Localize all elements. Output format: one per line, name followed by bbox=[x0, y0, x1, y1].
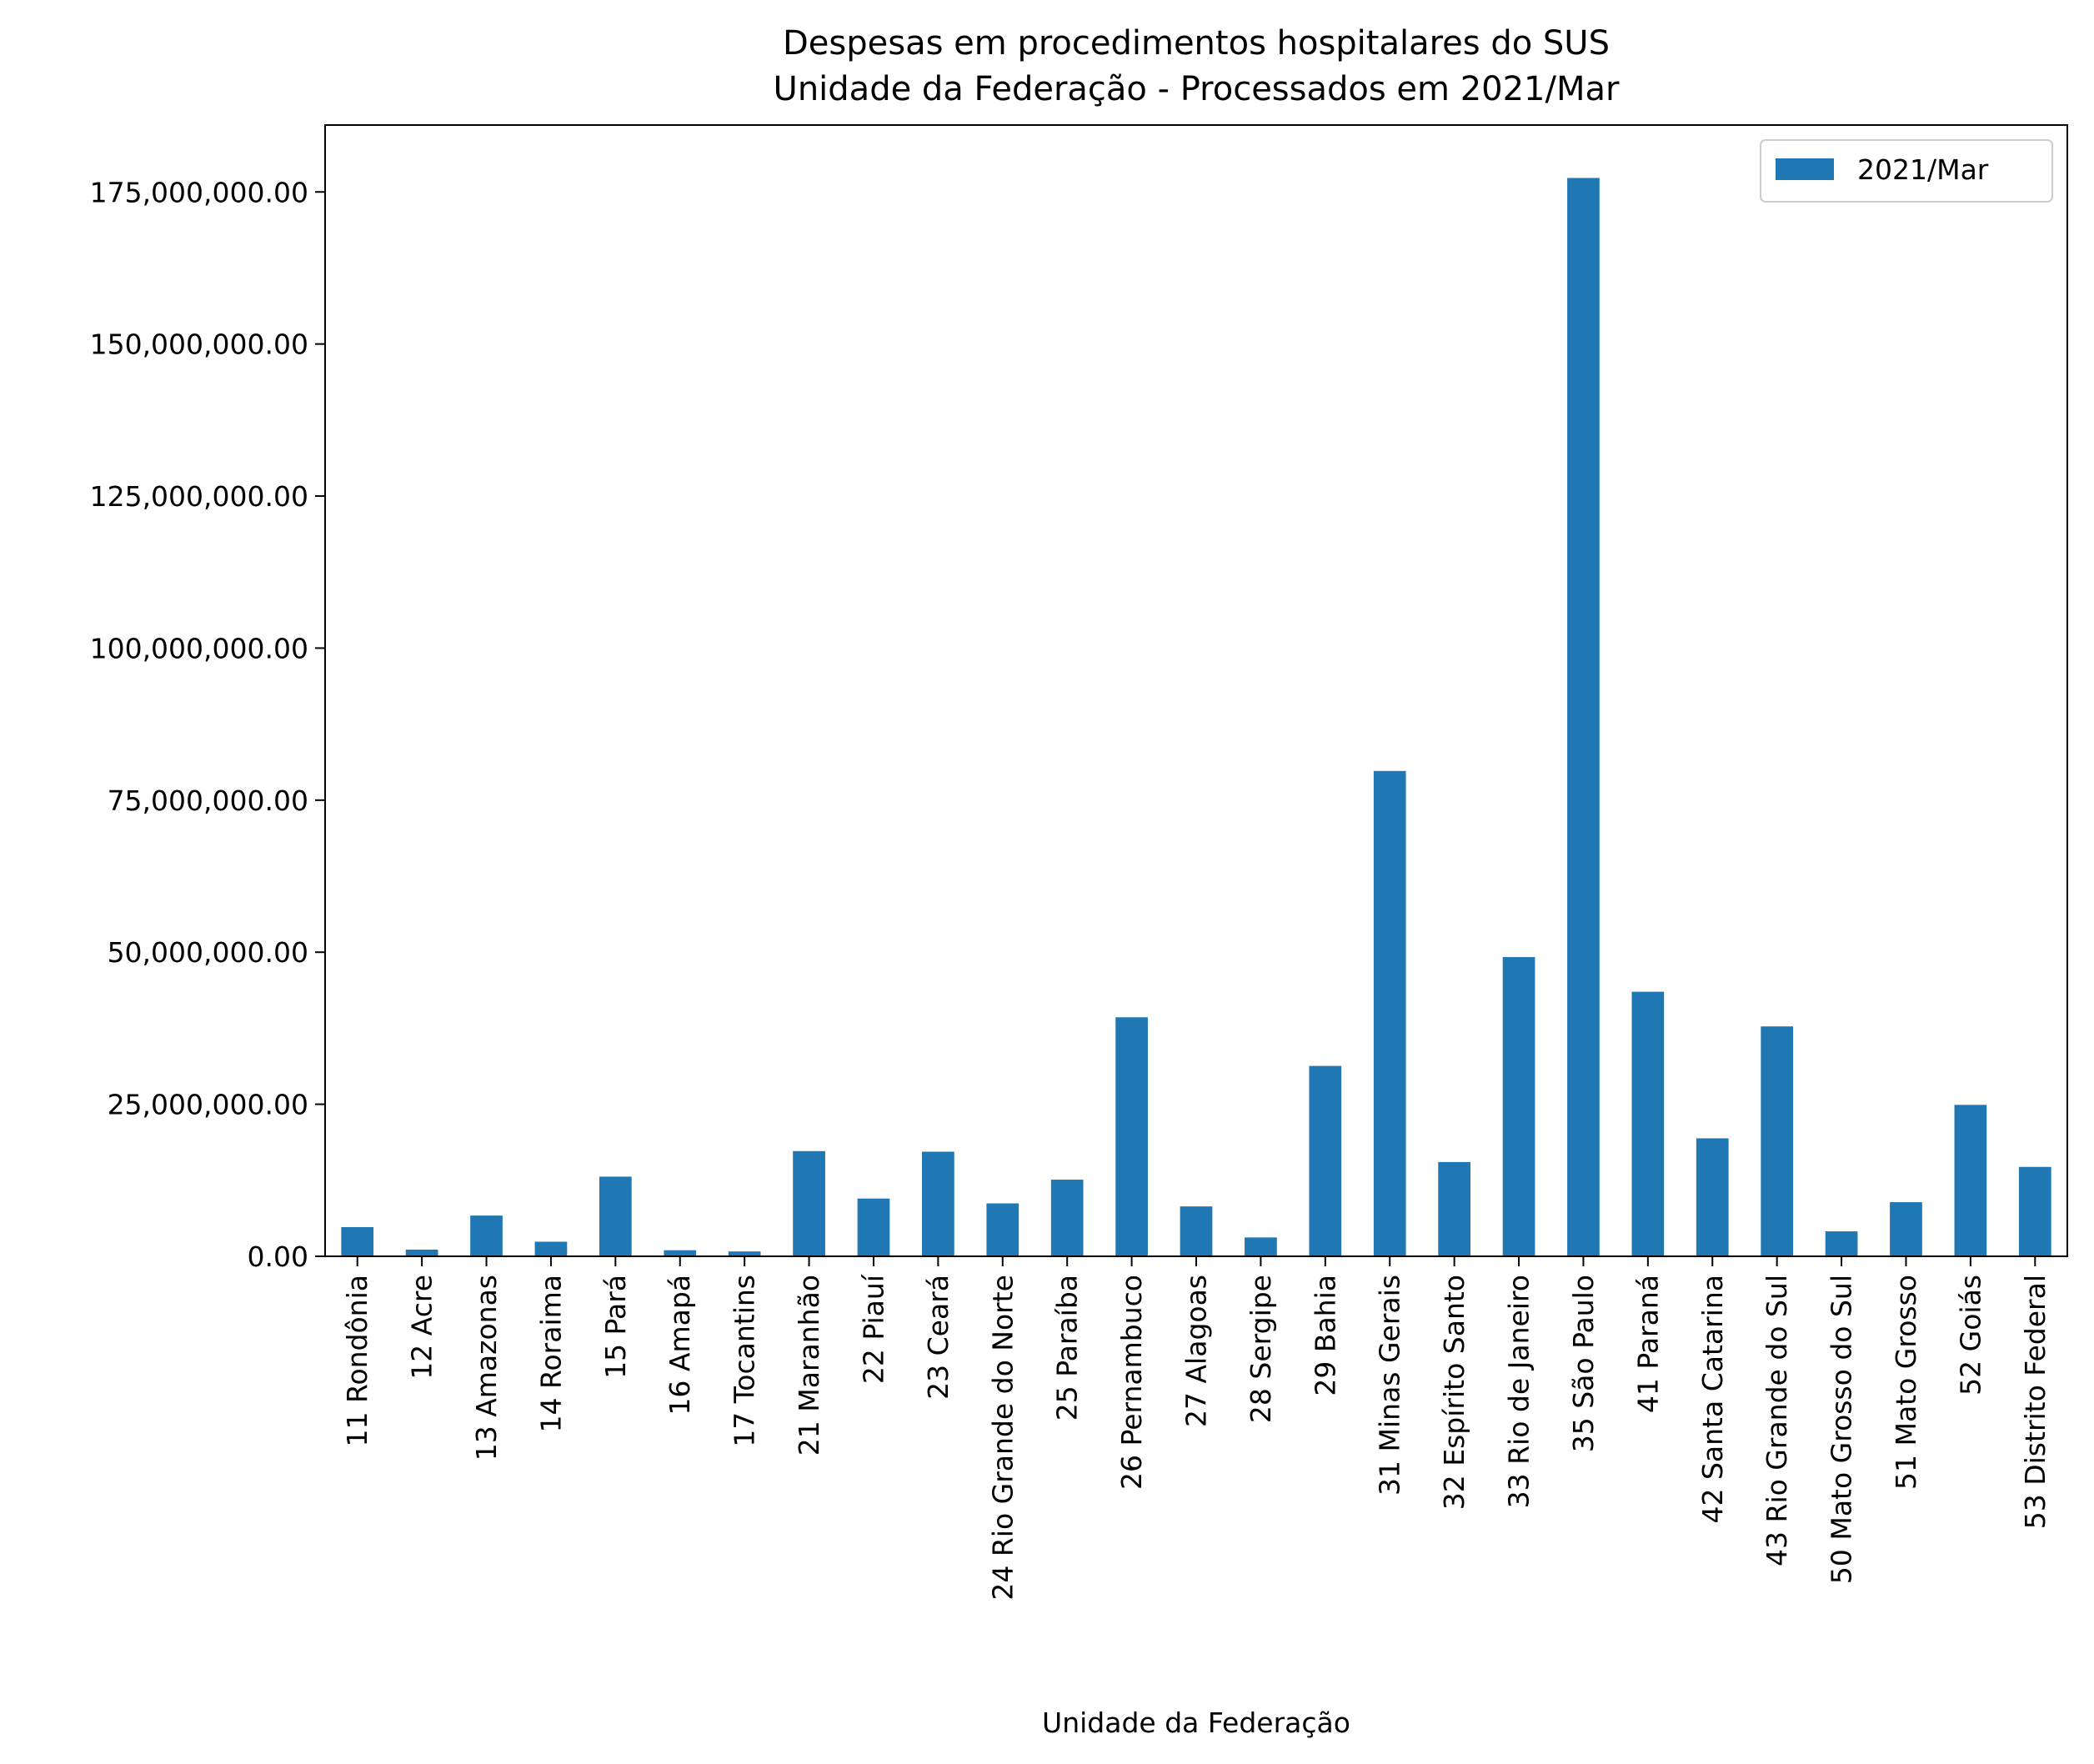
y-axis: 0.00 25,000,000.00 50,000,000.00 75,000,000… bbox=[90, 176, 325, 1273]
bar-4 bbox=[534, 1241, 568, 1256]
x-tick-label: 29 Bahia bbox=[1309, 1275, 1341, 1396]
bar-17 bbox=[1373, 770, 1406, 1256]
y-tick-label: 25,000,000.00 bbox=[108, 1089, 308, 1121]
bar-15 bbox=[1245, 1237, 1277, 1256]
bar-13 bbox=[1115, 1017, 1148, 1256]
bar-9 bbox=[857, 1198, 890, 1256]
bar-21 bbox=[1631, 991, 1665, 1256]
bar-7 bbox=[728, 1251, 761, 1256]
bar-6 bbox=[664, 1250, 697, 1256]
x-tick-label: 24 Rio Grande do Norte bbox=[986, 1275, 1019, 1601]
x-tick-label: 26 Pernambuco bbox=[1115, 1275, 1148, 1490]
bars-group bbox=[341, 178, 2051, 1257]
bar-24 bbox=[1825, 1231, 1858, 1256]
legend: 2021/Mar bbox=[1760, 139, 2053, 203]
legend-label: 2021/Mar bbox=[1857, 153, 1989, 186]
x-tick-label: 27 Alagoas bbox=[1180, 1275, 1213, 1427]
y-tick-label: 125,000,000.00 bbox=[90, 480, 308, 513]
bar-27 bbox=[2018, 1166, 2051, 1256]
x-axis: 11 Rondônia 12 Acre 13 Amazonas 14 Roraima 1… bbox=[341, 1256, 2051, 1601]
bar-16 bbox=[1309, 1065, 1342, 1256]
x-axis-label: Unidade da Federação bbox=[1042, 1706, 1350, 1739]
chart-title: Despesas em procedimentos hospitalares d… bbox=[783, 24, 1610, 63]
x-tick-label: 33 Rio de Janeiro bbox=[1503, 1275, 1535, 1508]
x-tick-label: 50 Mato Grosso do Sul bbox=[1826, 1275, 1858, 1584]
x-tick-label: 35 São Paulo bbox=[1567, 1275, 1600, 1452]
x-tick-label: 17 Tocantins bbox=[729, 1275, 761, 1447]
x-tick-label: 11 Rondônia bbox=[341, 1275, 373, 1446]
x-tick-label: 41 Paraná bbox=[1631, 1275, 1664, 1413]
x-tick-label: 53 Distrito Federal bbox=[2019, 1275, 2051, 1529]
legend-swatch bbox=[1776, 158, 1834, 180]
x-tick-label: 28 Sergipe bbox=[1245, 1275, 1277, 1423]
bar-22 bbox=[1696, 1138, 1729, 1256]
x-tick-label: 21 Maranhão bbox=[793, 1275, 825, 1456]
bar-8 bbox=[793, 1150, 825, 1256]
x-tick-label: 52 Goiás bbox=[1954, 1275, 1986, 1396]
bar-14 bbox=[1180, 1206, 1213, 1256]
bar-25 bbox=[1890, 1202, 1922, 1256]
x-tick-label: 25 Paraíba bbox=[1051, 1275, 1084, 1421]
x-tick-label: 42 Santa Catarina bbox=[1696, 1275, 1729, 1524]
x-tick-label: 13 Amazonas bbox=[470, 1275, 503, 1461]
bar-18 bbox=[1438, 1161, 1470, 1256]
bar-26 bbox=[1954, 1105, 1987, 1256]
x-tick-label: 31 Minas Gerais bbox=[1374, 1275, 1406, 1496]
bar-20 bbox=[1567, 178, 1600, 1257]
bar-11 bbox=[986, 1203, 1019, 1256]
bar-10 bbox=[922, 1151, 954, 1256]
x-tick-label: 23 Ceará bbox=[922, 1275, 954, 1400]
x-tick-label: 22 Piauí bbox=[857, 1273, 889, 1384]
x-tick-label: 32 Espírito Santo bbox=[1438, 1275, 1470, 1510]
x-tick-label: 12 Acre bbox=[406, 1275, 438, 1380]
x-tick-label: 14 Roraima bbox=[534, 1275, 567, 1432]
legend-box bbox=[1760, 139, 2053, 203]
plot-frame bbox=[324, 124, 2068, 1257]
x-tick-label: 43 Rio Grande do Sul bbox=[1761, 1275, 1793, 1566]
bar-19 bbox=[1502, 957, 1535, 1256]
y-tick-label: 75,000,000.00 bbox=[108, 784, 308, 817]
y-tick-label: 0.00 bbox=[248, 1240, 308, 1273]
y-tick-label: 50,000,000.00 bbox=[108, 936, 308, 969]
bar-5 bbox=[599, 1176, 632, 1256]
x-tick-label: 51 Mato Grosso bbox=[1890, 1275, 1922, 1490]
chart-subtitle: Unidade da Federação - Processados em 20… bbox=[774, 70, 1620, 108]
bar-3 bbox=[470, 1215, 503, 1256]
x-tick-label: 15 Pará bbox=[599, 1275, 632, 1379]
y-tick-label: 175,000,000.00 bbox=[90, 176, 308, 208]
x-tick-label: 16 Amapá bbox=[664, 1275, 696, 1416]
bar-2 bbox=[405, 1249, 438, 1256]
bar-23 bbox=[1761, 1026, 1794, 1256]
bar-12 bbox=[1050, 1180, 1084, 1256]
y-tick-label: 150,000,000.00 bbox=[90, 328, 308, 361]
y-tick-label: 100,000,000.00 bbox=[90, 632, 308, 664]
bar-1 bbox=[341, 1226, 374, 1256]
